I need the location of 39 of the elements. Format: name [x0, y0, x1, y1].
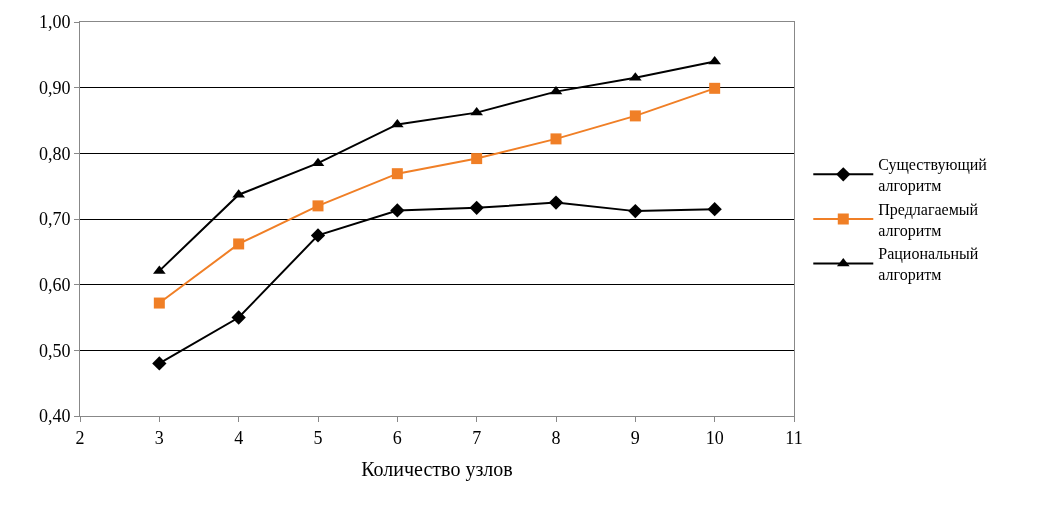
point	[231, 310, 246, 325]
point	[471, 153, 483, 165]
point	[153, 297, 165, 309]
x-tick-label: 3	[154, 427, 164, 448]
point	[629, 110, 641, 122]
point	[628, 203, 643, 219]
x-tick-label: 11	[785, 427, 803, 448]
point	[391, 168, 403, 180]
y-tick-label: 0,90	[38, 77, 71, 98]
y-tick-label: 0,80	[38, 143, 71, 164]
x-tick-label: 8	[551, 427, 561, 448]
y-tick-label: 0,60	[38, 274, 71, 295]
point	[312, 200, 324, 212]
x-tick-label: 5	[313, 427, 323, 448]
point	[709, 82, 721, 94]
point	[390, 203, 405, 218]
y-tick-label: 0,40	[38, 406, 71, 427]
point	[548, 195, 564, 210]
x-tick-label: 9	[630, 427, 640, 448]
y-tick-label: 1,00	[38, 12, 71, 33]
x-axis-title: Количество узлов	[361, 458, 513, 482]
point	[390, 118, 404, 128]
legend-label: Предлагаемый алгоритм	[878, 200, 979, 240]
x-tick-label: 7	[472, 427, 482, 448]
legend-label: Рациональный алгоритм	[878, 245, 979, 285]
x-tick-label: 10	[705, 427, 724, 448]
point	[152, 356, 167, 371]
point	[310, 228, 326, 243]
x-tick-label: 2	[75, 427, 85, 448]
x-tick-label: 6	[392, 427, 402, 448]
point	[708, 55, 722, 65]
x-tick-label: 4	[234, 427, 244, 448]
legend-label: Существующий алгоритм	[878, 156, 988, 195]
point	[707, 202, 722, 217]
y-tick-label: 0,50	[38, 340, 71, 361]
point	[233, 238, 245, 250]
point	[469, 200, 484, 215]
point	[550, 133, 562, 145]
y-tick-label: 0,70	[38, 209, 71, 230]
